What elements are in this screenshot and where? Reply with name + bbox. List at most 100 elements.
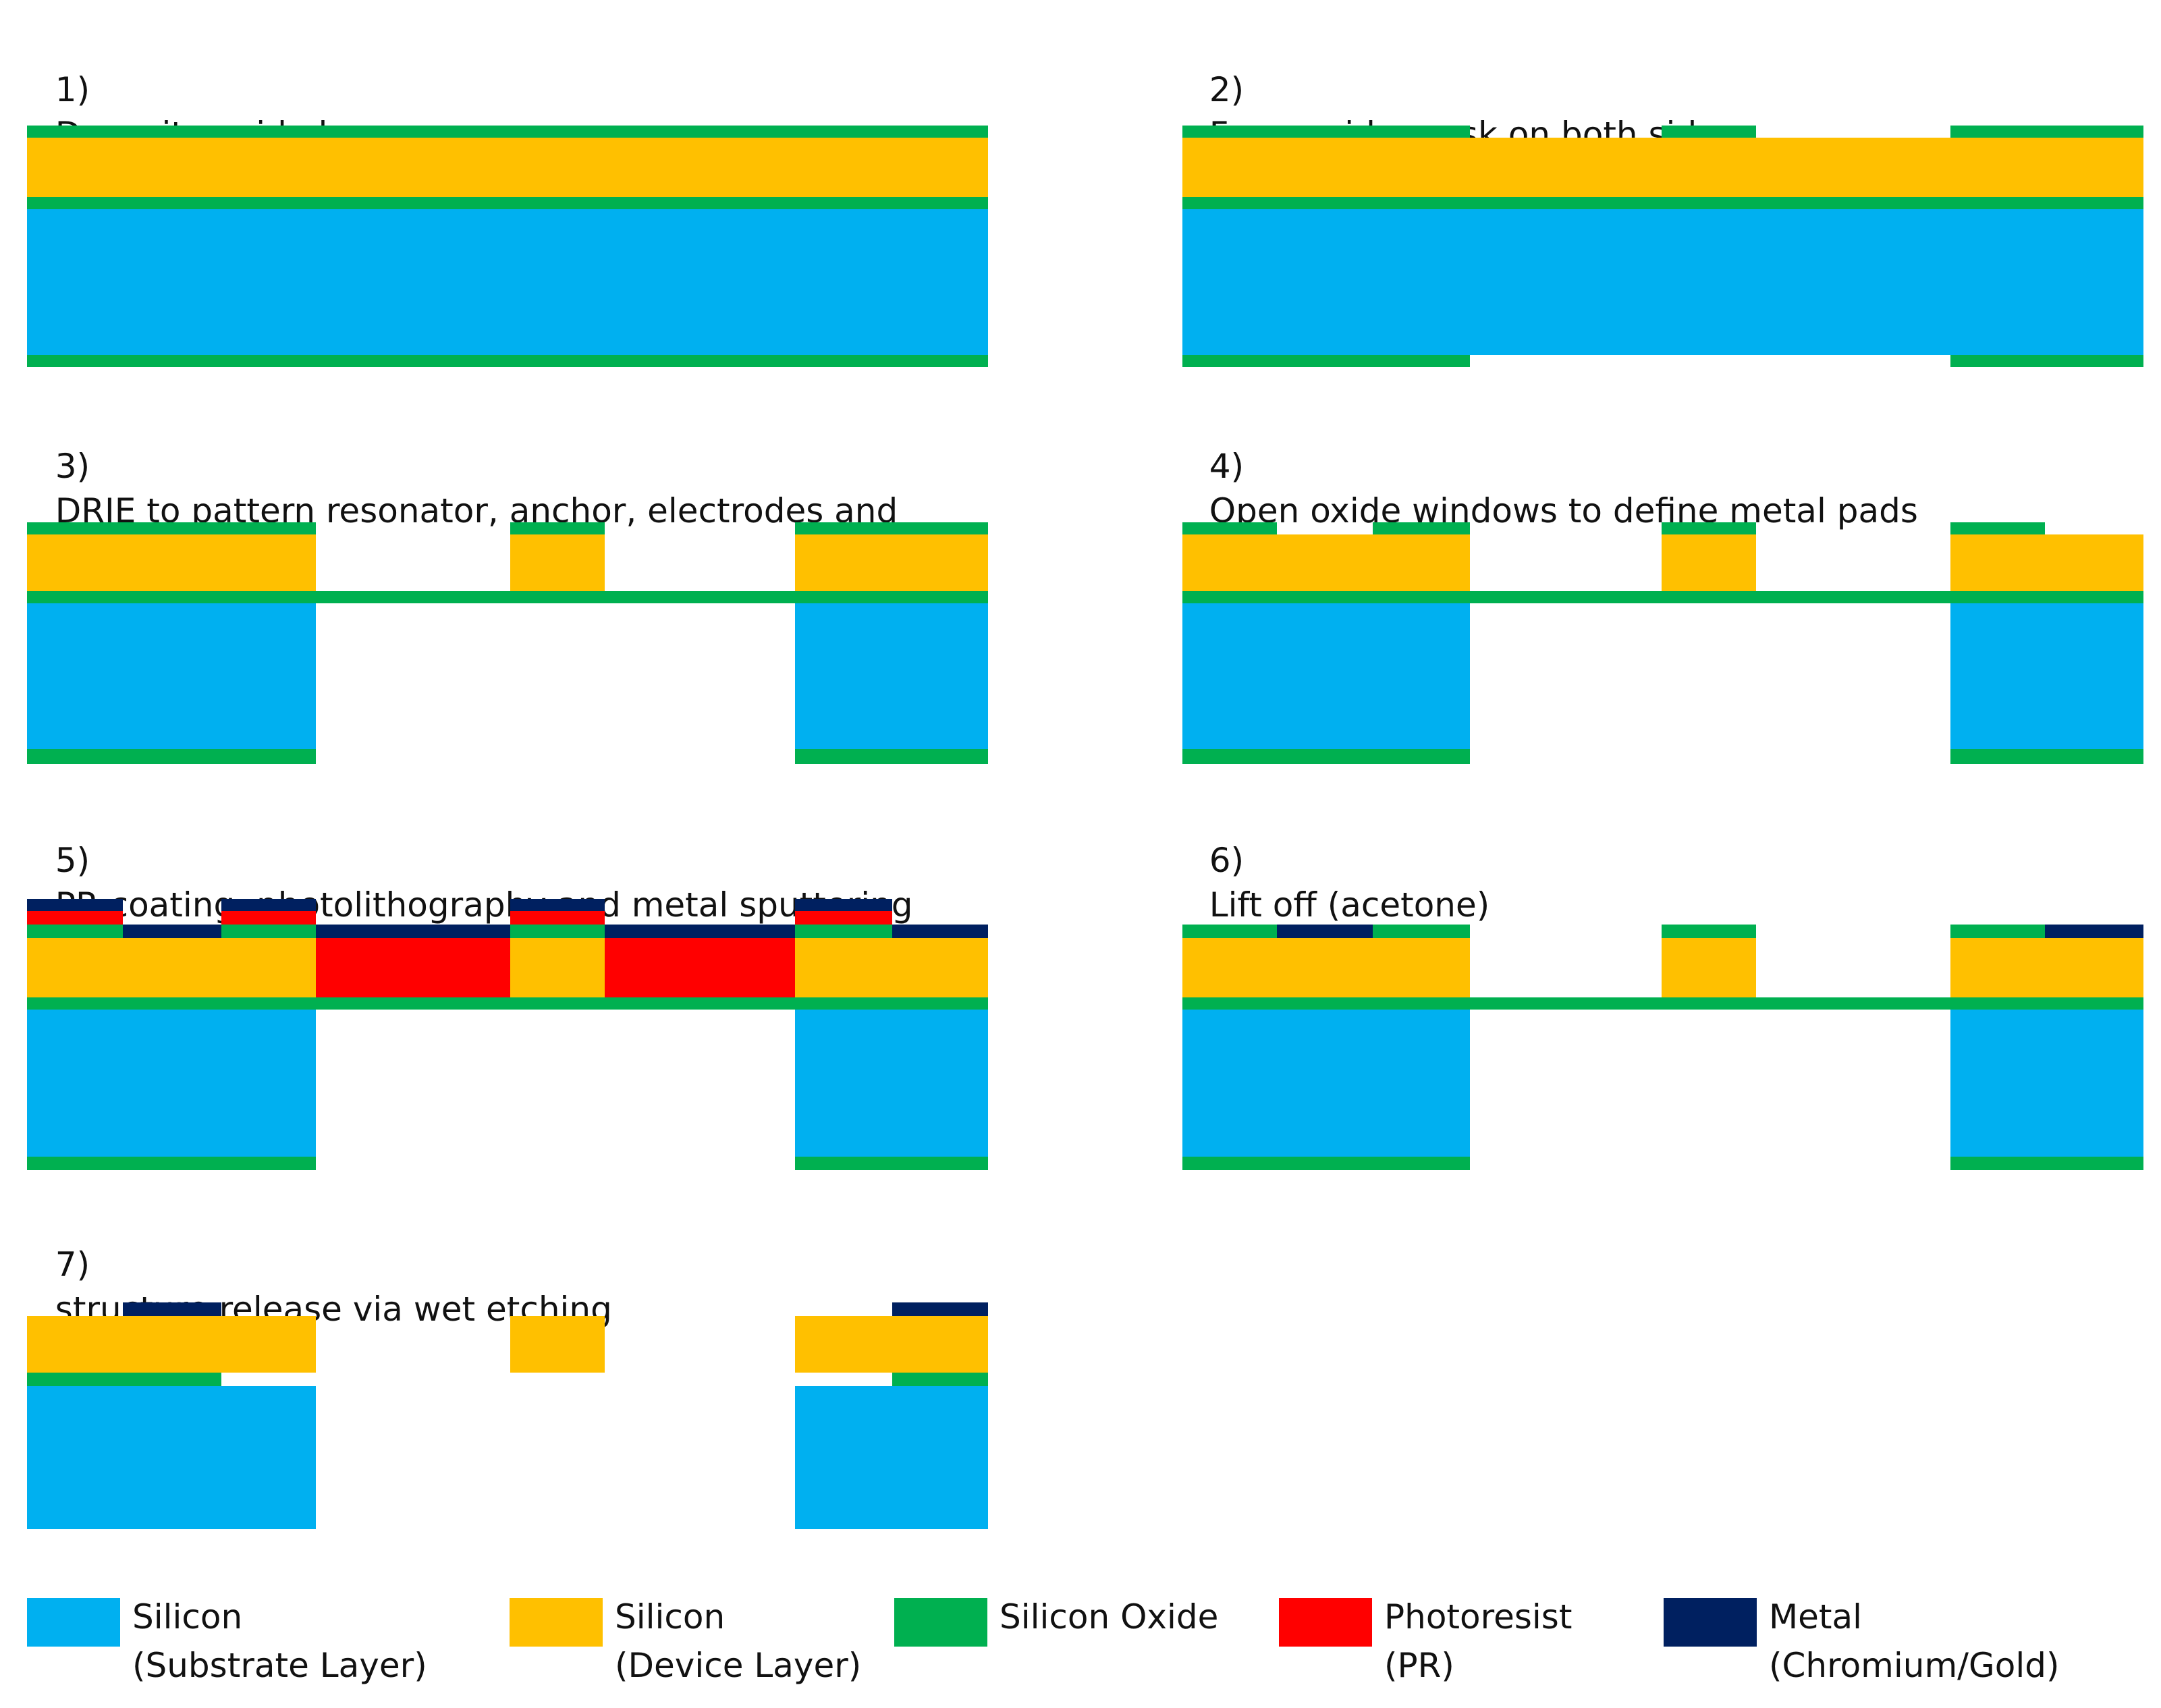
step-5-photoresist-layer xyxy=(221,911,316,925)
step-5-device-layer xyxy=(510,938,605,997)
step-5-oxide-layer xyxy=(510,925,605,938)
legend-oxide-swatch xyxy=(894,1598,987,1647)
step-3-number: 3) xyxy=(55,447,90,486)
step-7-device-layer xyxy=(27,1316,316,1373)
step-7-metal-layer xyxy=(123,1302,221,1316)
step-1-device-layer xyxy=(27,138,988,197)
step-3-substrate-layer xyxy=(27,603,316,749)
legend-substrate-line2: (Substrate Layer) xyxy=(132,1646,427,1685)
step-2-oxide-layer xyxy=(1662,126,1756,138)
step-6-oxide-layer xyxy=(1662,925,1756,938)
step-4-oxide-layer xyxy=(1182,522,1277,534)
step-5-metal-layer xyxy=(892,925,988,938)
step-5-metal-layer xyxy=(123,925,221,938)
step-5-photoresist-layer xyxy=(316,938,510,997)
step-4-device-layer xyxy=(1662,534,1756,591)
step-5-device-layer xyxy=(27,938,316,997)
legend-metal-line1: Metal xyxy=(1769,1597,1863,1636)
step-6-device-layer xyxy=(1662,938,1756,997)
step-4-substrate-layer xyxy=(1182,603,1470,749)
legend-photoresist: Photoresist (PR) xyxy=(1279,1597,1643,1699)
step-4-oxide-layer xyxy=(1950,749,2143,764)
step-2-number: 2) xyxy=(1209,70,1244,109)
legend-oxide-label: Silicon Oxide xyxy=(1000,1593,1218,1641)
step-3-device-layer xyxy=(510,534,605,591)
legend-metal-swatch xyxy=(1664,1598,1757,1647)
step-3-oxide-layer xyxy=(795,522,988,534)
legend-substrate-line1: Silicon xyxy=(132,1597,243,1636)
step-3-oxide-layer xyxy=(510,522,605,534)
step-7-oxide-layer xyxy=(892,1373,988,1386)
step-5-number: 5) xyxy=(55,841,90,880)
step-4-substrate-layer xyxy=(1950,603,2143,749)
step-6-metal-layer xyxy=(1277,925,1373,938)
step-3-substrate-layer xyxy=(795,603,988,749)
step-5-photoresist-layer xyxy=(795,911,892,925)
legend-oxide: Silicon Oxide xyxy=(894,1597,1259,1699)
step-5-photoresist-layer xyxy=(27,911,123,925)
step-5-oxide-layer xyxy=(27,925,123,938)
step-7-oxide-layer xyxy=(27,1373,221,1386)
legend-device-line1: Silicon xyxy=(615,1597,726,1636)
step-3-oxide-layer xyxy=(795,749,988,764)
step-5-substrate-layer xyxy=(795,1010,988,1157)
step-6-title: 6) Lift off (acetone) xyxy=(1188,794,1489,927)
legend-substrate: Silicon (Substrate Layer) xyxy=(27,1597,486,1699)
step-6-metal-layer xyxy=(2045,925,2143,938)
step-5-oxide-layer xyxy=(27,1157,316,1170)
legend-device: Silicon (Device Layer) xyxy=(510,1597,887,1699)
step-4-oxide-layer xyxy=(1182,749,1470,764)
step-6-oxide-layer xyxy=(1182,997,2143,1010)
step-5-metal-layer xyxy=(795,899,892,911)
legend-photoresist-label: Photoresist (PR) xyxy=(1384,1593,1572,1690)
step-1-number: 1) xyxy=(55,70,90,109)
legend-substrate-swatch xyxy=(27,1598,120,1647)
step-5-metal-layer xyxy=(605,925,795,938)
step-6-oxide-layer xyxy=(1182,1157,1470,1170)
step-6-oxide-layer xyxy=(1182,925,1277,938)
step-7-substrate-layer xyxy=(27,1386,316,1529)
step-2-oxide-layer xyxy=(1182,126,1470,138)
step-5-oxide-layer xyxy=(795,1157,988,1170)
step-5-oxide-layer xyxy=(221,925,316,938)
legend-substrate-label: Silicon (Substrate Layer) xyxy=(132,1593,427,1690)
step-2-oxide-layer xyxy=(1182,197,2143,209)
legend-device-label: Silicon (Device Layer) xyxy=(615,1593,861,1690)
step-7-device-layer xyxy=(795,1316,988,1373)
step-1-oxide-layer xyxy=(27,197,988,209)
step-2-device-layer xyxy=(1182,138,2143,197)
step-5-oxide-layer xyxy=(795,925,892,938)
step-2-substrate-layer xyxy=(1182,209,2143,355)
legend-metal-label: Metal (Chromium/Gold) xyxy=(1769,1593,2059,1690)
step-7-substrate-layer xyxy=(795,1386,988,1529)
step-4-device-layer xyxy=(1950,534,2143,591)
legend-photoresist-swatch xyxy=(1279,1598,1372,1647)
step-5-metal-layer xyxy=(27,899,123,911)
step-6-oxide-layer xyxy=(1950,1157,2143,1170)
step-7-metal-layer xyxy=(892,1302,988,1316)
step-5-metal-layer xyxy=(316,925,510,938)
legend-device-line2: (Device Layer) xyxy=(615,1646,862,1685)
step-1-substrate-layer xyxy=(27,209,988,355)
step-4-device-layer xyxy=(1182,534,1470,591)
step-3-oxide-layer xyxy=(27,591,988,603)
step-7-device-layer xyxy=(510,1316,605,1373)
step-5-device-layer xyxy=(795,938,988,997)
step-3-device-layer xyxy=(795,534,988,591)
step-5-metal-layer xyxy=(510,899,605,911)
step-2-oxide-layer xyxy=(1950,126,2143,138)
legend-device-swatch xyxy=(510,1598,603,1647)
step-4-oxide-layer xyxy=(1950,522,2045,534)
step-3-oxide-layer xyxy=(27,522,316,534)
step-5-oxide-layer xyxy=(27,997,988,1010)
step-4-number: 4) xyxy=(1209,447,1244,486)
step-3-device-layer xyxy=(27,534,316,591)
step-3-oxide-layer xyxy=(27,749,316,764)
step-1-oxide-layer xyxy=(27,126,988,138)
step-6-oxide-layer xyxy=(1373,925,1470,938)
step-1-oxide-layer xyxy=(27,355,988,367)
step-6-substrate-layer xyxy=(1950,1010,2143,1157)
legend-metal: Metal (Chromium/Gold) xyxy=(1664,1597,2150,1699)
legend-photoresist-line1: Photoresist xyxy=(1384,1597,1572,1636)
